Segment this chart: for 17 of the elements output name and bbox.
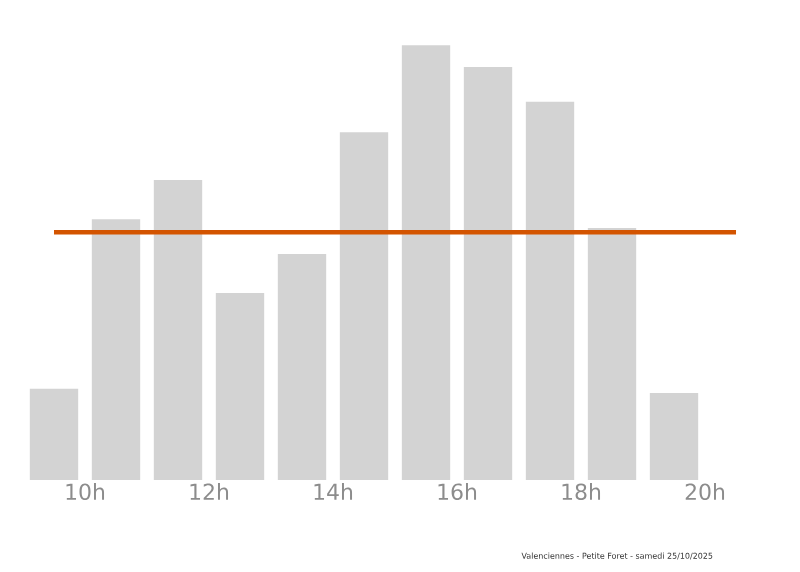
bar — [525, 101, 575, 480]
x-tick-label: 12h — [190, 483, 229, 500]
x-tick-label: 16h — [438, 483, 477, 500]
x-tick-label: 18h — [562, 483, 601, 500]
bar — [277, 253, 327, 480]
bar — [463, 67, 513, 480]
bar — [401, 45, 451, 480]
bar — [29, 388, 79, 480]
bar — [215, 293, 265, 480]
x-tick-label: 10h — [66, 483, 105, 500]
bar — [649, 393, 699, 480]
x-tick-label: 20h — [685, 483, 725, 500]
bar — [91, 219, 141, 480]
bar — [153, 180, 203, 480]
bar — [339, 132, 389, 480]
x-tick-label: 14h — [314, 483, 353, 500]
bar — [587, 227, 637, 480]
